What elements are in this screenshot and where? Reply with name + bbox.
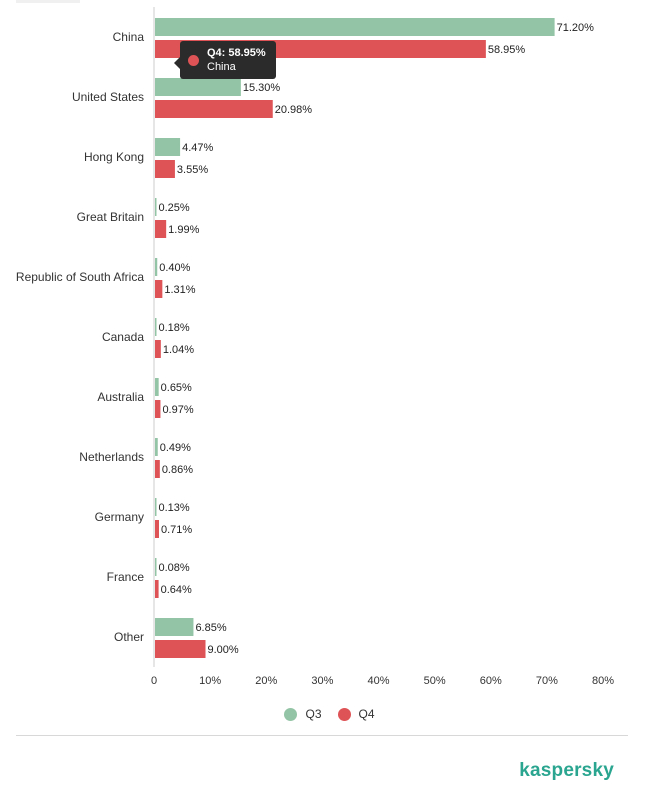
data-label-q4: 0.86% (162, 464, 193, 476)
legend-dot-q3 (284, 707, 298, 721)
data-label-q3: 0.40% (159, 262, 190, 274)
x-tick-label: 80% (592, 675, 614, 687)
x-tick-label: 30% (311, 675, 333, 687)
bar-q3 (155, 498, 157, 516)
bar-q3 (155, 198, 157, 216)
bar-q3 (155, 18, 555, 36)
category-label: China (113, 30, 145, 44)
data-label-q3: 0.18% (159, 322, 190, 334)
x-tick-label: 0 (151, 675, 157, 687)
data-label-q4: 9.00% (208, 644, 239, 656)
category-label: Hong Kong (84, 150, 144, 164)
bar-q3 (155, 618, 194, 636)
legend-label-q3: Q3 (305, 707, 322, 721)
data-label-q3: 6.85% (195, 622, 226, 634)
category-label: Netherlands (79, 450, 144, 464)
tooltip-title: Q4: 58.95% (207, 47, 266, 59)
data-label-q3: 0.25% (159, 202, 190, 214)
bar-q4 (155, 280, 163, 298)
data-label-q4: 1.99% (168, 224, 199, 236)
bar-q4 (155, 640, 206, 658)
legend: Q3 Q4 (0, 707, 659, 721)
x-tick-label: 50% (424, 675, 446, 687)
bar-q3 (155, 558, 157, 576)
bar-q4 (155, 460, 160, 478)
data-label-q4: 1.04% (163, 344, 194, 356)
data-label-q4: 20.98% (275, 104, 313, 116)
bar-q3 (155, 78, 241, 96)
bar-q4 (155, 340, 161, 358)
data-label-q4: 0.71% (161, 524, 192, 536)
bar-q4 (155, 580, 159, 598)
top-edge-stub (16, 0, 80, 3)
x-tick-label: 60% (480, 675, 502, 687)
x-tick-label: 40% (367, 675, 389, 687)
data-label-q3: 0.49% (160, 442, 191, 454)
kaspersky-logo: kaspersky (519, 760, 614, 781)
data-label-q3: 15.30% (243, 82, 281, 94)
bar-chart: China 71.20% 58.95% United States 15.30% 20.9… (16, 7, 614, 687)
bar-q3 (155, 138, 181, 156)
data-label-q3: 71.20% (557, 22, 595, 34)
category-label: Germany (95, 510, 144, 524)
data-label-q3: 4.47% (182, 142, 213, 154)
bar-q3 (155, 258, 158, 276)
category-label: Great Britain (77, 210, 144, 224)
footer-divider (16, 735, 628, 736)
category-label: France (107, 570, 145, 584)
legend-item-q4[interactable]: Q4 (337, 707, 375, 721)
data-label-q3: 0.13% (159, 502, 190, 514)
legend-label-q4: Q4 (358, 707, 375, 721)
x-tick-label: 70% (536, 675, 558, 687)
bar-q4 (155, 400, 161, 418)
legend-dot-q4 (337, 707, 351, 721)
category-label: Australia (97, 390, 144, 404)
data-label-q4: 0.97% (162, 404, 193, 416)
data-label-q4: 0.64% (161, 584, 192, 596)
bar-q4 (155, 160, 175, 178)
bar-q4 (155, 220, 167, 238)
bar-q3 (155, 438, 158, 456)
legend-item-q3[interactable]: Q3 (284, 707, 322, 721)
tooltip: Q4: 58.95% China (174, 41, 276, 79)
category-label: Republic of South Africa (16, 270, 144, 284)
data-label-q3: 0.08% (159, 562, 190, 574)
category-label: United States (72, 90, 144, 104)
data-label-q4: 3.55% (177, 164, 208, 176)
bar-q3 (155, 318, 157, 336)
bar-q4 (155, 520, 159, 538)
data-label-q4: 1.31% (164, 284, 195, 296)
category-label: Other (114, 630, 144, 644)
x-tick-label: 10% (199, 675, 221, 687)
bar-q4 (155, 100, 273, 118)
tooltip-subtitle: China (207, 61, 236, 73)
bar-q3 (155, 378, 159, 396)
data-label-q3: 0.65% (161, 382, 192, 394)
data-label-q4: 58.95% (488, 44, 526, 56)
category-label: Canada (102, 330, 144, 344)
x-tick-label: 20% (255, 675, 277, 687)
tooltip-color-dot (188, 54, 199, 66)
